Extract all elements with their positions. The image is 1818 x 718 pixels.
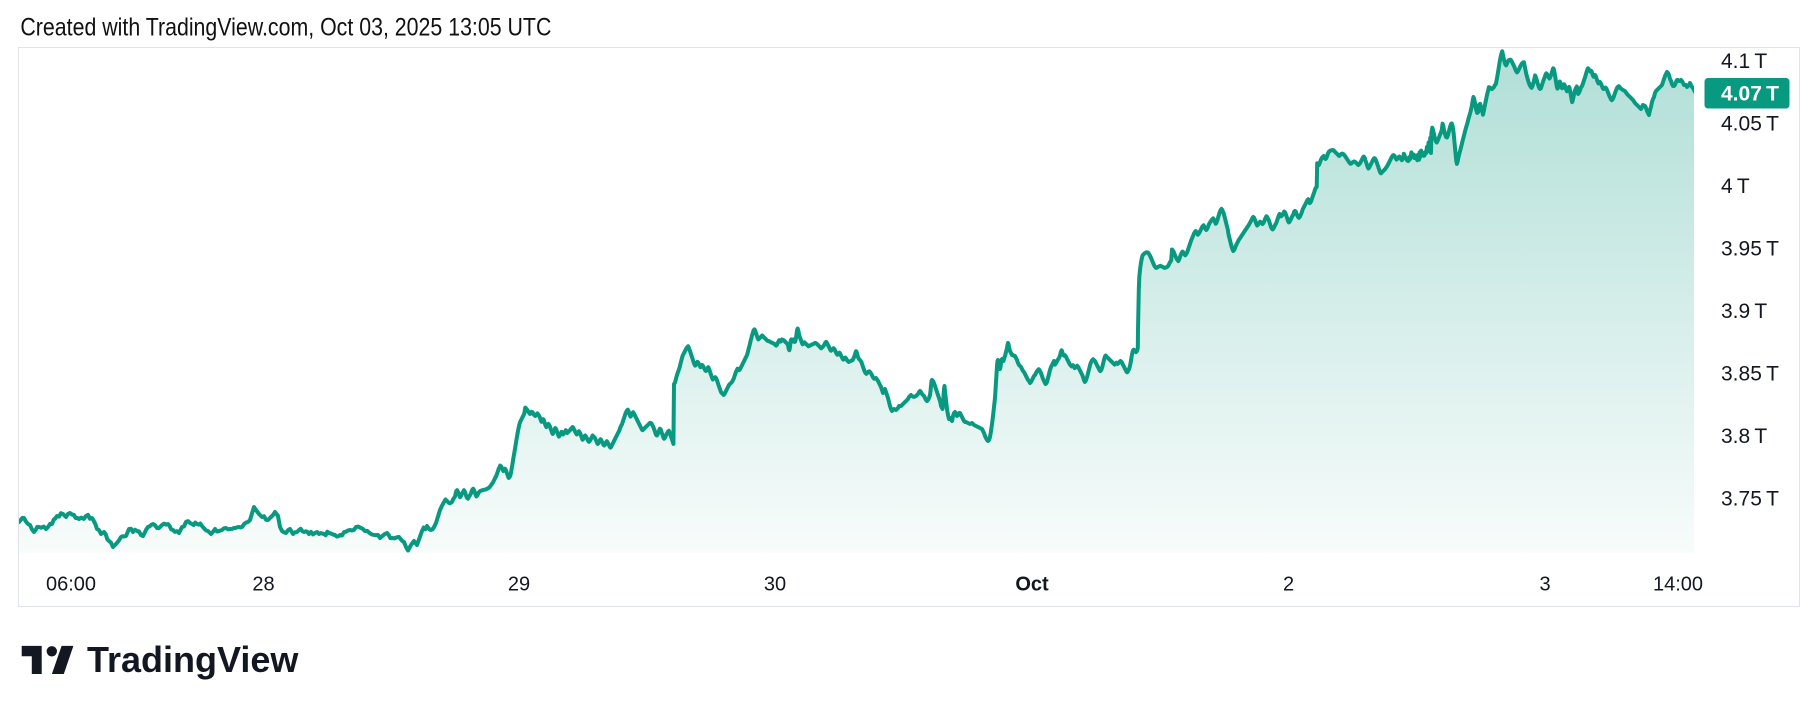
svg-text:3.75 T: 3.75 T: [1721, 487, 1779, 510]
svg-text:4.07 T: 4.07 T: [1721, 83, 1779, 106]
svg-text:3.95 T: 3.95 T: [1721, 237, 1779, 260]
svg-text:3: 3: [1539, 574, 1550, 596]
svg-text:4 T: 4 T: [1721, 175, 1750, 198]
svg-text:3.85 T: 3.85 T: [1721, 362, 1779, 385]
svg-text:Oct: Oct: [1015, 574, 1049, 596]
svg-text:TradingView: TradingView: [87, 639, 299, 680]
svg-text:14:00: 14:00: [1653, 574, 1703, 596]
svg-text:3.8 T: 3.8 T: [1721, 425, 1767, 448]
svg-text:3.9 T: 3.9 T: [1721, 300, 1767, 323]
svg-text:2: 2: [1283, 574, 1294, 596]
svg-text:4.1 T: 4.1 T: [1721, 50, 1767, 73]
svg-text:29: 29: [508, 574, 530, 596]
svg-text:06:00: 06:00: [46, 574, 96, 596]
svg-text:30: 30: [764, 574, 786, 596]
svg-text:Created with TradingView.com,: Created with TradingView.com, Oct 03, 20…: [20, 14, 551, 42]
svg-text:28: 28: [252, 574, 274, 596]
svg-text:4.05 T: 4.05 T: [1721, 112, 1779, 135]
